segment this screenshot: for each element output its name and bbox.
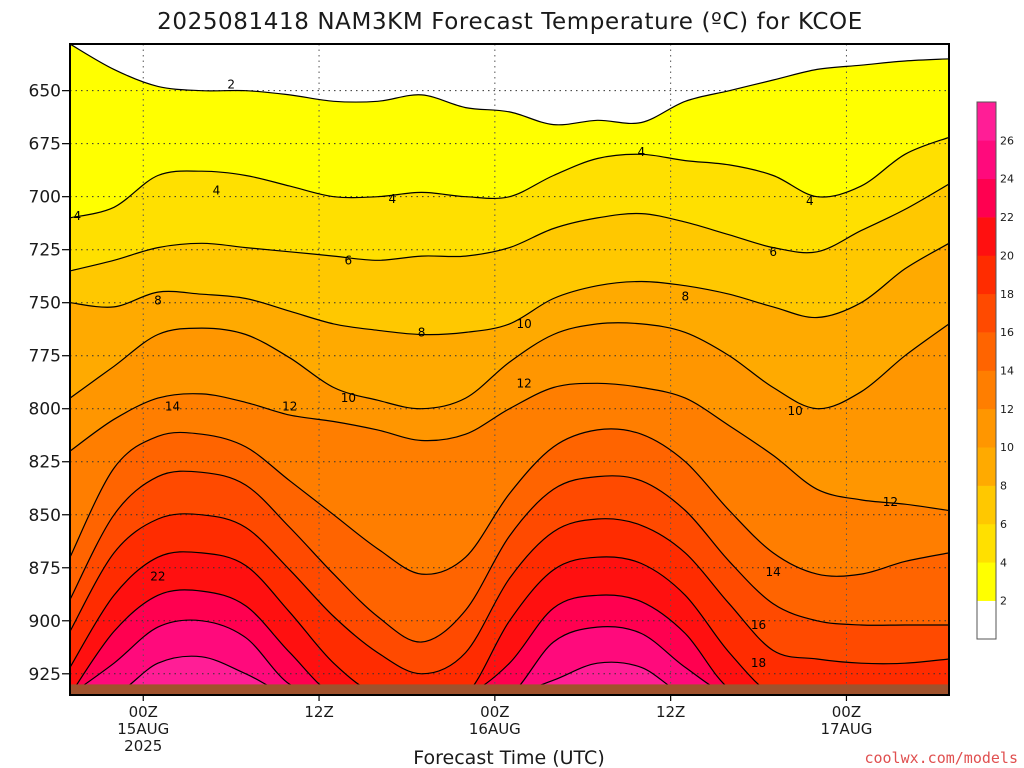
isotherm-line-12 — [70, 382, 949, 512]
y-axis: 650 675 700 725 750 775 800 825 850 875 900 925 — [29, 82, 70, 685]
y-tick-label: 825 — [29, 453, 61, 473]
isotherm-label: 4 — [388, 192, 396, 206]
colorbar-label: 22 — [1000, 211, 1014, 224]
y-tick-label: 800 — [29, 400, 61, 420]
colorbar-swatch — [977, 255, 996, 295]
isotherm-label: 4 — [806, 194, 814, 208]
isotherm-label: 4 — [213, 183, 221, 197]
isotherm-label: 22 — [150, 569, 165, 583]
colorbar-label: 20 — [1000, 249, 1014, 262]
isotherm-line-18 — [70, 513, 949, 675]
colorbar-swatch — [977, 140, 996, 180]
isotherm-label: 8 — [681, 289, 689, 303]
isotherm-label: 18 — [751, 656, 766, 670]
colorbar-swatch — [977, 523, 996, 563]
credit-text: coolwx.com/models — [864, 749, 1018, 767]
y-tick-label: 700 — [29, 188, 61, 208]
colorbar-label: 12 — [1000, 403, 1014, 416]
isotherm-label: 8 — [418, 325, 426, 339]
colorbar-swatch — [977, 447, 996, 486]
y-tick-label: 750 — [29, 294, 61, 314]
isotherm-line-4 — [70, 136, 949, 219]
ground-surface — [70, 684, 949, 695]
isotherm-line-2 — [70, 44, 949, 126]
temperature-fill-layer — [70, 44, 949, 695]
isotherm-line-14 — [70, 428, 949, 577]
y-tick-label: 875 — [29, 559, 61, 579]
colorbar-frame — [976, 101, 997, 640]
colorbar-label: 6 — [1000, 518, 1007, 531]
isotherm-line-8 — [70, 242, 949, 336]
isotherm-label: 12 — [883, 495, 898, 509]
colorbar-swatch — [977, 217, 996, 256]
colorbar-label: 2 — [1000, 595, 1007, 608]
x-tick-label: 12Z — [304, 703, 333, 721]
colorbar-swatch — [977, 562, 996, 601]
grid-lines — [70, 44, 949, 695]
colorbar-label: 26 — [1000, 134, 1014, 147]
colorbar-swatch — [977, 408, 996, 448]
x-tick-label: 12Z — [656, 703, 685, 721]
colorbar-label: 18 — [1000, 288, 1014, 301]
isotherm-lines — [70, 44, 949, 695]
colorbar-label: 8 — [1000, 480, 1007, 493]
isotherm-label: 4 — [74, 209, 82, 223]
x-axis-label: Forecast Time (UTC) — [413, 747, 604, 768]
chart-title: 2025081418 NAM3KM Forecast Temperature (… — [157, 9, 863, 35]
y-tick-label: 900 — [29, 612, 61, 632]
isotherm-line-16 — [70, 470, 949, 643]
isotherm-line-6 — [70, 183, 949, 272]
x-tick-label: 2025 — [124, 737, 162, 755]
isotherm-label: 12 — [282, 400, 297, 414]
isotherm-label: 2 — [227, 77, 235, 91]
isotherm-label: 8 — [154, 294, 162, 308]
isotherm-label: 4 — [638, 145, 646, 159]
colorbar-label: 10 — [1000, 441, 1014, 454]
isotherm-label: 14 — [165, 400, 180, 414]
isotherm-labels: 2 4 4 4 4 4 6 6 8 8 8 10 10 10 12 12 12 14 14 16 18 22 — [74, 77, 899, 670]
colorbar-swatch — [977, 370, 996, 410]
y-tick-label: 775 — [29, 347, 61, 367]
colorbar-swatch — [977, 600, 996, 640]
x-tick-label: 00Z — [129, 703, 158, 721]
ground-surface-layer — [70, 684, 949, 695]
y-tick-label: 725 — [29, 241, 61, 261]
x-tick-label: 16AUG — [469, 720, 521, 738]
isotherm-line-26 — [70, 655, 949, 695]
isotherm-label: 12 — [517, 376, 532, 390]
colorbar-swatch — [977, 332, 996, 371]
isotherm-label: 6 — [769, 245, 777, 259]
isotherm-label: 10 — [517, 317, 532, 331]
isotherm-label: 14 — [766, 565, 781, 579]
y-tick-label: 675 — [29, 135, 61, 155]
isotherm-label: 10 — [788, 404, 803, 418]
y-tick-label: 925 — [29, 665, 61, 685]
isotherm-line-22 — [70, 589, 949, 695]
x-tick-label: 00Z — [832, 703, 861, 721]
isotherm-label: 16 — [751, 618, 766, 632]
x-tick-label: 00Z — [480, 703, 509, 721]
x-tick-label: 17AUG — [820, 720, 872, 738]
y-tick-label: 850 — [29, 506, 61, 526]
colorbar-swatch — [977, 485, 996, 525]
colorbar-swatch — [977, 178, 996, 218]
isotherm-label: 6 — [345, 253, 353, 267]
isotherm-line-20 — [70, 551, 949, 695]
colorbar-swatch — [977, 102, 996, 141]
isotherm-label: 10 — [341, 391, 356, 405]
colorbar-label: 24 — [1000, 173, 1014, 186]
isotherm-line-10 — [70, 322, 949, 410]
x-tick-label: 15AUG — [117, 720, 169, 738]
isotherm-line-24 — [70, 619, 949, 695]
plot-frame — [69, 43, 950, 696]
colorbar-label: 14 — [1000, 365, 1014, 378]
colorbar-label: 4 — [1000, 556, 1007, 569]
colorbar-label: 16 — [1000, 326, 1014, 339]
colorbar-swatch — [977, 293, 996, 333]
isotherm-band-22 — [70, 589, 949, 695]
y-tick-label: 650 — [29, 82, 61, 102]
